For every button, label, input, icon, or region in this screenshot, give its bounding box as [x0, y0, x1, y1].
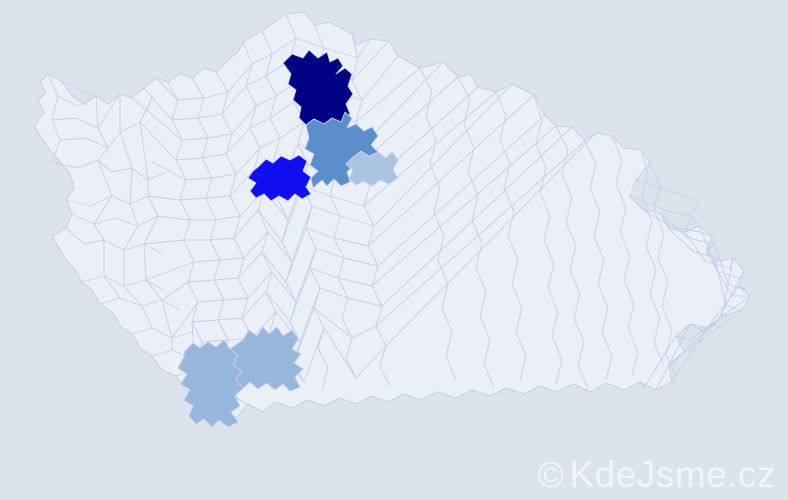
watermark-attribution: © KdeJsme.cz [537, 454, 776, 496]
copyright-icon: © [537, 454, 565, 496]
highlighted-district-south-west[interactable] [177, 339, 244, 428]
country-base-layer [33, 11, 751, 425]
highlighted-district-north-navy[interactable] [282, 49, 354, 126]
country-outline [33, 11, 751, 425]
highlighted-districts-layer[interactable] [177, 49, 399, 428]
watermark-label: KdeJsme.cz [569, 454, 776, 496]
highlighted-district-west-bright[interactable] [247, 154, 312, 202]
district-boundaries-layer [47, 13, 751, 413]
highlighted-district-east-light[interactable] [345, 150, 399, 187]
